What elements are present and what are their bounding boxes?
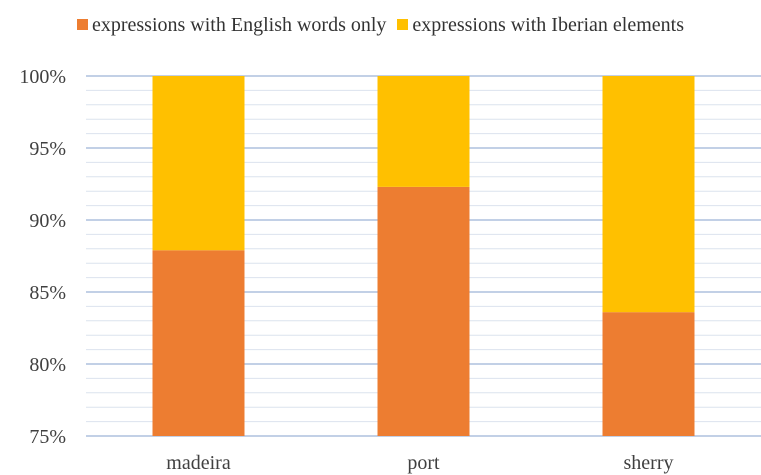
legend-swatch-iberian bbox=[397, 19, 409, 30]
legend-item-english: expressions with English words only bbox=[76, 14, 387, 37]
y-tick-label: 95% bbox=[29, 138, 66, 160]
x-tick-label: port bbox=[407, 452, 440, 474]
y-tick-label: 90% bbox=[29, 210, 66, 232]
legend-swatch-english bbox=[76, 19, 88, 30]
bar-madeira-english bbox=[152, 250, 245, 436]
bars bbox=[152, 76, 695, 436]
bar-sherry-iberian bbox=[602, 76, 695, 313]
legend-label-iberian: expressions with Iberian elements bbox=[412, 14, 685, 36]
legend-item-iberian: expressions with Iberian elements bbox=[397, 14, 684, 37]
bar-port-iberian bbox=[377, 76, 470, 187]
y-tick-label: 80% bbox=[29, 354, 66, 376]
bar-sherry-english bbox=[602, 312, 695, 436]
legend-label-english: expressions with English words only bbox=[91, 14, 387, 36]
x-axis-ticks: madeira port sherry bbox=[166, 452, 673, 474]
y-tick-label: 75% bbox=[29, 426, 66, 448]
legend: expressions with English words only expr… bbox=[0, 14, 761, 37]
bar-port-english bbox=[377, 186, 470, 436]
x-tick-label: sherry bbox=[624, 452, 674, 474]
bar-madeira-iberian bbox=[152, 76, 245, 251]
y-tick-label: 85% bbox=[29, 282, 66, 304]
y-tick-label: 100% bbox=[19, 66, 66, 88]
x-tick-label: madeira bbox=[166, 452, 231, 474]
y-axis-ticks: 75% 80% 85% 90% 95% 100% bbox=[19, 66, 66, 448]
